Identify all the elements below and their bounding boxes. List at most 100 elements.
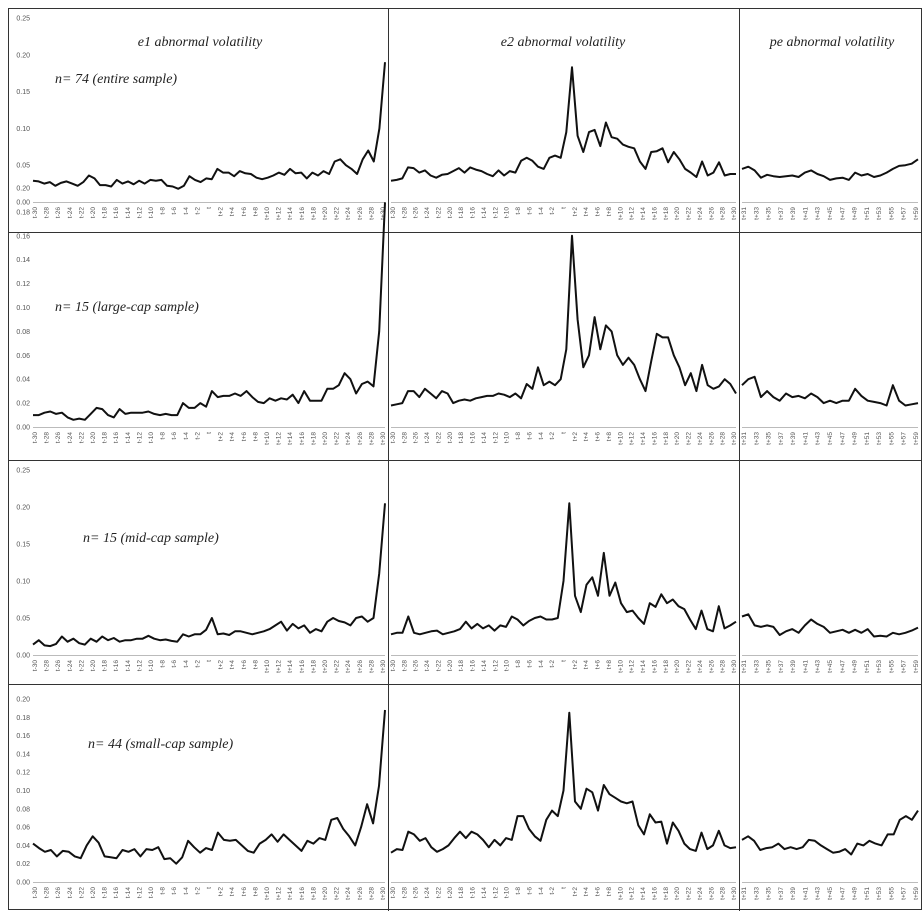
x-tick-label: t+2 [572, 887, 579, 897]
x-tick-label: t+20 [322, 207, 329, 220]
x-tick-label: t-24 [424, 432, 431, 444]
y-tick-label: 0.04 [16, 843, 30, 850]
x-tick-label: t-16 [113, 887, 120, 899]
x-tick-label: t-12 [136, 660, 143, 672]
x-tick-label: t-18 [458, 432, 465, 444]
x-tick-label: t-12 [136, 432, 143, 444]
chart-panel: t+31 t+33 t+35 t+37 t+39 t+41 t+43 t+45 t+47 t+49… [741, 375, 920, 445]
x-tick-label: t-12 [136, 887, 143, 899]
x-tick-label: t-8 [160, 432, 167, 440]
chart-panel: t-30 t-28 t-26 t-24 t-22 t-20 t-18 t-16 t-14 t-12… [390, 711, 738, 900]
y-tick-label: 0.14 [16, 257, 30, 264]
x-tick-label: t-4 [538, 207, 545, 215]
x-tick-label: t+33 [753, 887, 760, 900]
x-tick-label: t+24 [697, 887, 704, 900]
chart-panel: 0.00 0.05 0.10 0.15 0.20 0.25 t-30 t-28 t-26 t-24… [16, 16, 387, 220]
x-tick-label: t-20 [90, 432, 97, 444]
y-tick-label: 0.20 [16, 697, 30, 704]
x-tick-label: t-12 [492, 207, 499, 219]
x-tick-label: t+14 [287, 207, 294, 220]
x-tick-label: t+28 [368, 207, 375, 220]
x-tick-label: t+6 [595, 432, 602, 442]
series-line [390, 502, 737, 636]
series-line [32, 503, 386, 648]
x-tick-label: t+47 [839, 207, 846, 220]
x-tick-label: t-6 [171, 660, 178, 668]
y-tick-label: 0.00 [16, 880, 30, 887]
x-tick-label: t [206, 207, 213, 209]
x-tick-label: t+49 [852, 207, 859, 220]
x-tick-label: t-16 [470, 207, 477, 219]
x-tick-label: t-18 [102, 432, 109, 444]
x-tick-label: t-28 [44, 887, 51, 899]
x-tick-label: t-6 [171, 887, 178, 895]
x-tick-label: t+26 [357, 887, 364, 900]
x-tick-label: t+26 [357, 660, 364, 673]
y-tick-label: 0.12 [16, 770, 30, 777]
x-tick-label: t+26 [708, 432, 715, 445]
x-tick-label: t+16 [299, 887, 306, 900]
x-tick-label: t-16 [470, 432, 477, 444]
x-tick-label: t-2 [549, 660, 556, 668]
x-tick-label: t+22 [334, 887, 341, 900]
x-tick-label: t-2 [549, 887, 556, 895]
x-tick-label: t-12 [492, 432, 499, 444]
x-tick-label: t+43 [815, 660, 822, 673]
outer-frame [8, 8, 922, 910]
x-tick-label: t-14 [481, 660, 488, 672]
series-line [33, 202, 386, 421]
x-tick-label: t-8 [515, 887, 522, 895]
x-tick-label: t+6 [241, 660, 248, 670]
x-tick-label: t+14 [640, 887, 647, 900]
x-tick-label: t+12 [629, 887, 636, 900]
x-tick-label: t+22 [686, 887, 693, 900]
x-tick-label: t-30 [32, 660, 39, 672]
x-tick-label: t+45 [827, 207, 834, 220]
x-tick-label: t+6 [241, 887, 248, 897]
x-tick-label: t+12 [276, 660, 283, 673]
x-tick-label: t+4 [583, 660, 590, 670]
x-tick-label: t+59 [913, 660, 920, 673]
x-tick-label: t+16 [651, 660, 658, 673]
x-tick-label: t+20 [322, 887, 329, 900]
x-tick-label: t+16 [299, 207, 306, 220]
y-tick-label: 0.18 [16, 715, 30, 722]
x-tick-label: t-16 [113, 660, 120, 672]
x-tick-label: t-24 [67, 432, 74, 444]
x-tick-label: t-24 [67, 207, 74, 219]
y-tick-label: 0.10 [16, 305, 30, 312]
x-tick-label: t+39 [790, 207, 797, 220]
x-tick-label: t+26 [357, 432, 364, 445]
x-tick-label: t+18 [310, 432, 317, 445]
x-tick-label: t+22 [686, 432, 693, 445]
x-tick-label: t [561, 660, 568, 662]
x-tick-label: t-30 [390, 660, 397, 672]
x-tick-label: t-14 [125, 432, 132, 444]
chart-panel: t-30 t-28 t-26 t-24 t-22 t-20 t-18 t-16 t-14 t-12… [390, 66, 738, 220]
x-tick-label: t-24 [67, 660, 74, 672]
x-tick-label: t-18 [458, 207, 465, 219]
x-tick-label: t+43 [815, 887, 822, 900]
x-tick-label: t [561, 887, 568, 889]
x-tick-label: t-28 [401, 432, 408, 444]
y-tick-label: 0.10 [16, 788, 30, 795]
x-tick-label: t+57 [901, 207, 908, 220]
x-tick-label: t+2 [572, 207, 579, 217]
x-tick-label: t-14 [481, 207, 488, 219]
x-tick-label: t-26 [55, 207, 62, 219]
x-tick-label: t+30 [731, 432, 738, 445]
x-tick-label: t+8 [252, 432, 259, 442]
x-tick-label: t+8 [606, 887, 613, 897]
x-tick-label: t+30 [380, 207, 387, 220]
x-tick-label: t+4 [229, 887, 236, 897]
x-tick-label: t+24 [345, 660, 352, 673]
x-tick-label: t+18 [663, 432, 670, 445]
x-tick-label: t-14 [125, 207, 132, 219]
x-tick-label: t+22 [334, 432, 341, 445]
x-tick-label: t+10 [617, 887, 624, 900]
x-tick-label: t [206, 887, 213, 889]
x-tick-label: t+28 [720, 887, 727, 900]
x-tick-label: t+57 [901, 887, 908, 900]
x-tick-label: t+12 [276, 887, 283, 900]
